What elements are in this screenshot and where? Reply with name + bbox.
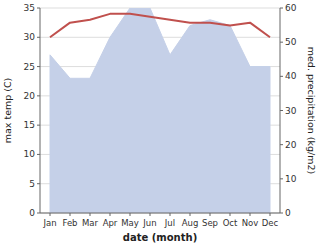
x-tick-label: May <box>121 218 139 228</box>
y-tick-label: 35 <box>24 3 35 13</box>
x-tick-label: Jun <box>142 218 156 228</box>
y-tick-label: 20 <box>24 91 36 101</box>
y2-tick <box>280 76 283 77</box>
x-tick <box>250 213 251 216</box>
y2-axis-label: med. precipitation (kg/m2) <box>306 47 317 174</box>
y-tick-label: 5 <box>29 179 35 189</box>
y-tick-label: 0 <box>29 208 35 218</box>
y-tick <box>37 213 40 214</box>
y2-tick-label: 20 <box>285 140 297 150</box>
x-tick-label: Jul <box>164 218 175 228</box>
precipitation-area <box>50 8 270 213</box>
y2-tick-label: 60 <box>285 3 297 13</box>
y2-tick <box>280 110 283 111</box>
grid-line <box>40 213 280 214</box>
y-tick <box>37 125 40 126</box>
chart-container: 0 5 10 15 20 25 30 35 0 10 20 30 40 50 60 Jan Feb Mar AprM… <box>0 0 318 247</box>
y-tick <box>37 37 40 38</box>
plot-area <box>50 8 270 213</box>
x-tick <box>270 213 271 216</box>
y-axis-line <box>40 8 41 213</box>
x-tick-label: Sep <box>202 218 218 228</box>
y-tick-label: 15 <box>24 120 35 130</box>
x-tick <box>150 213 151 216</box>
y-tick <box>37 95 40 96</box>
y-tick <box>37 154 40 155</box>
y-tick <box>37 183 40 184</box>
y2-tick-label: 0 <box>285 208 291 218</box>
y2-tick-label: 10 <box>285 174 297 184</box>
grid <box>40 8 280 213</box>
y2-tick <box>280 178 283 179</box>
x-tick <box>70 213 71 216</box>
x-tick <box>190 213 191 216</box>
y2-tick <box>280 8 283 9</box>
x-tick-label: Nov <box>242 218 259 228</box>
y2-tick <box>280 42 283 43</box>
y-tick-label: 30 <box>24 32 36 42</box>
y2-tick-label: 50 <box>285 37 297 47</box>
x-tick-label: Aug <box>182 218 199 228</box>
x-tick-label: Oct <box>223 218 238 228</box>
y2-tick-label: 30 <box>285 106 297 116</box>
y-axis-label: max temp (C) <box>2 78 13 144</box>
x-tick <box>90 213 91 216</box>
x-tick <box>130 213 131 216</box>
grid-line <box>40 8 280 9</box>
x-tick-label: Feb <box>62 218 77 228</box>
x-tick <box>210 213 211 216</box>
y2-tick-label: 40 <box>285 71 297 81</box>
x-tick <box>170 213 171 216</box>
chart: 0 5 10 15 20 25 30 35 0 10 20 30 40 50 60 Jan Feb Mar AprM… <box>0 0 318 247</box>
x-tick-label: Dec <box>262 218 279 228</box>
x-tick-label: Apr <box>103 218 118 228</box>
x-tick <box>50 213 51 216</box>
y2-tick <box>280 213 283 214</box>
x-axis-label: date (month) <box>123 232 197 243</box>
y-tick-label: 25 <box>24 62 35 72</box>
x-tick-label: Jan <box>42 218 56 228</box>
y-tick-label: 10 <box>24 149 36 159</box>
x-tick-label: Mar <box>82 218 99 228</box>
x-axis-line <box>40 213 280 214</box>
x-tick <box>110 213 111 216</box>
x-tick <box>230 213 231 216</box>
y-tick <box>37 8 40 9</box>
y2-tick <box>280 144 283 145</box>
y-tick <box>37 66 40 67</box>
temperature-line <box>50 14 270 37</box>
axes: 0 5 10 15 20 25 30 35 0 10 20 30 40 50 60 Jan Feb Mar AprM… <box>24 3 297 228</box>
